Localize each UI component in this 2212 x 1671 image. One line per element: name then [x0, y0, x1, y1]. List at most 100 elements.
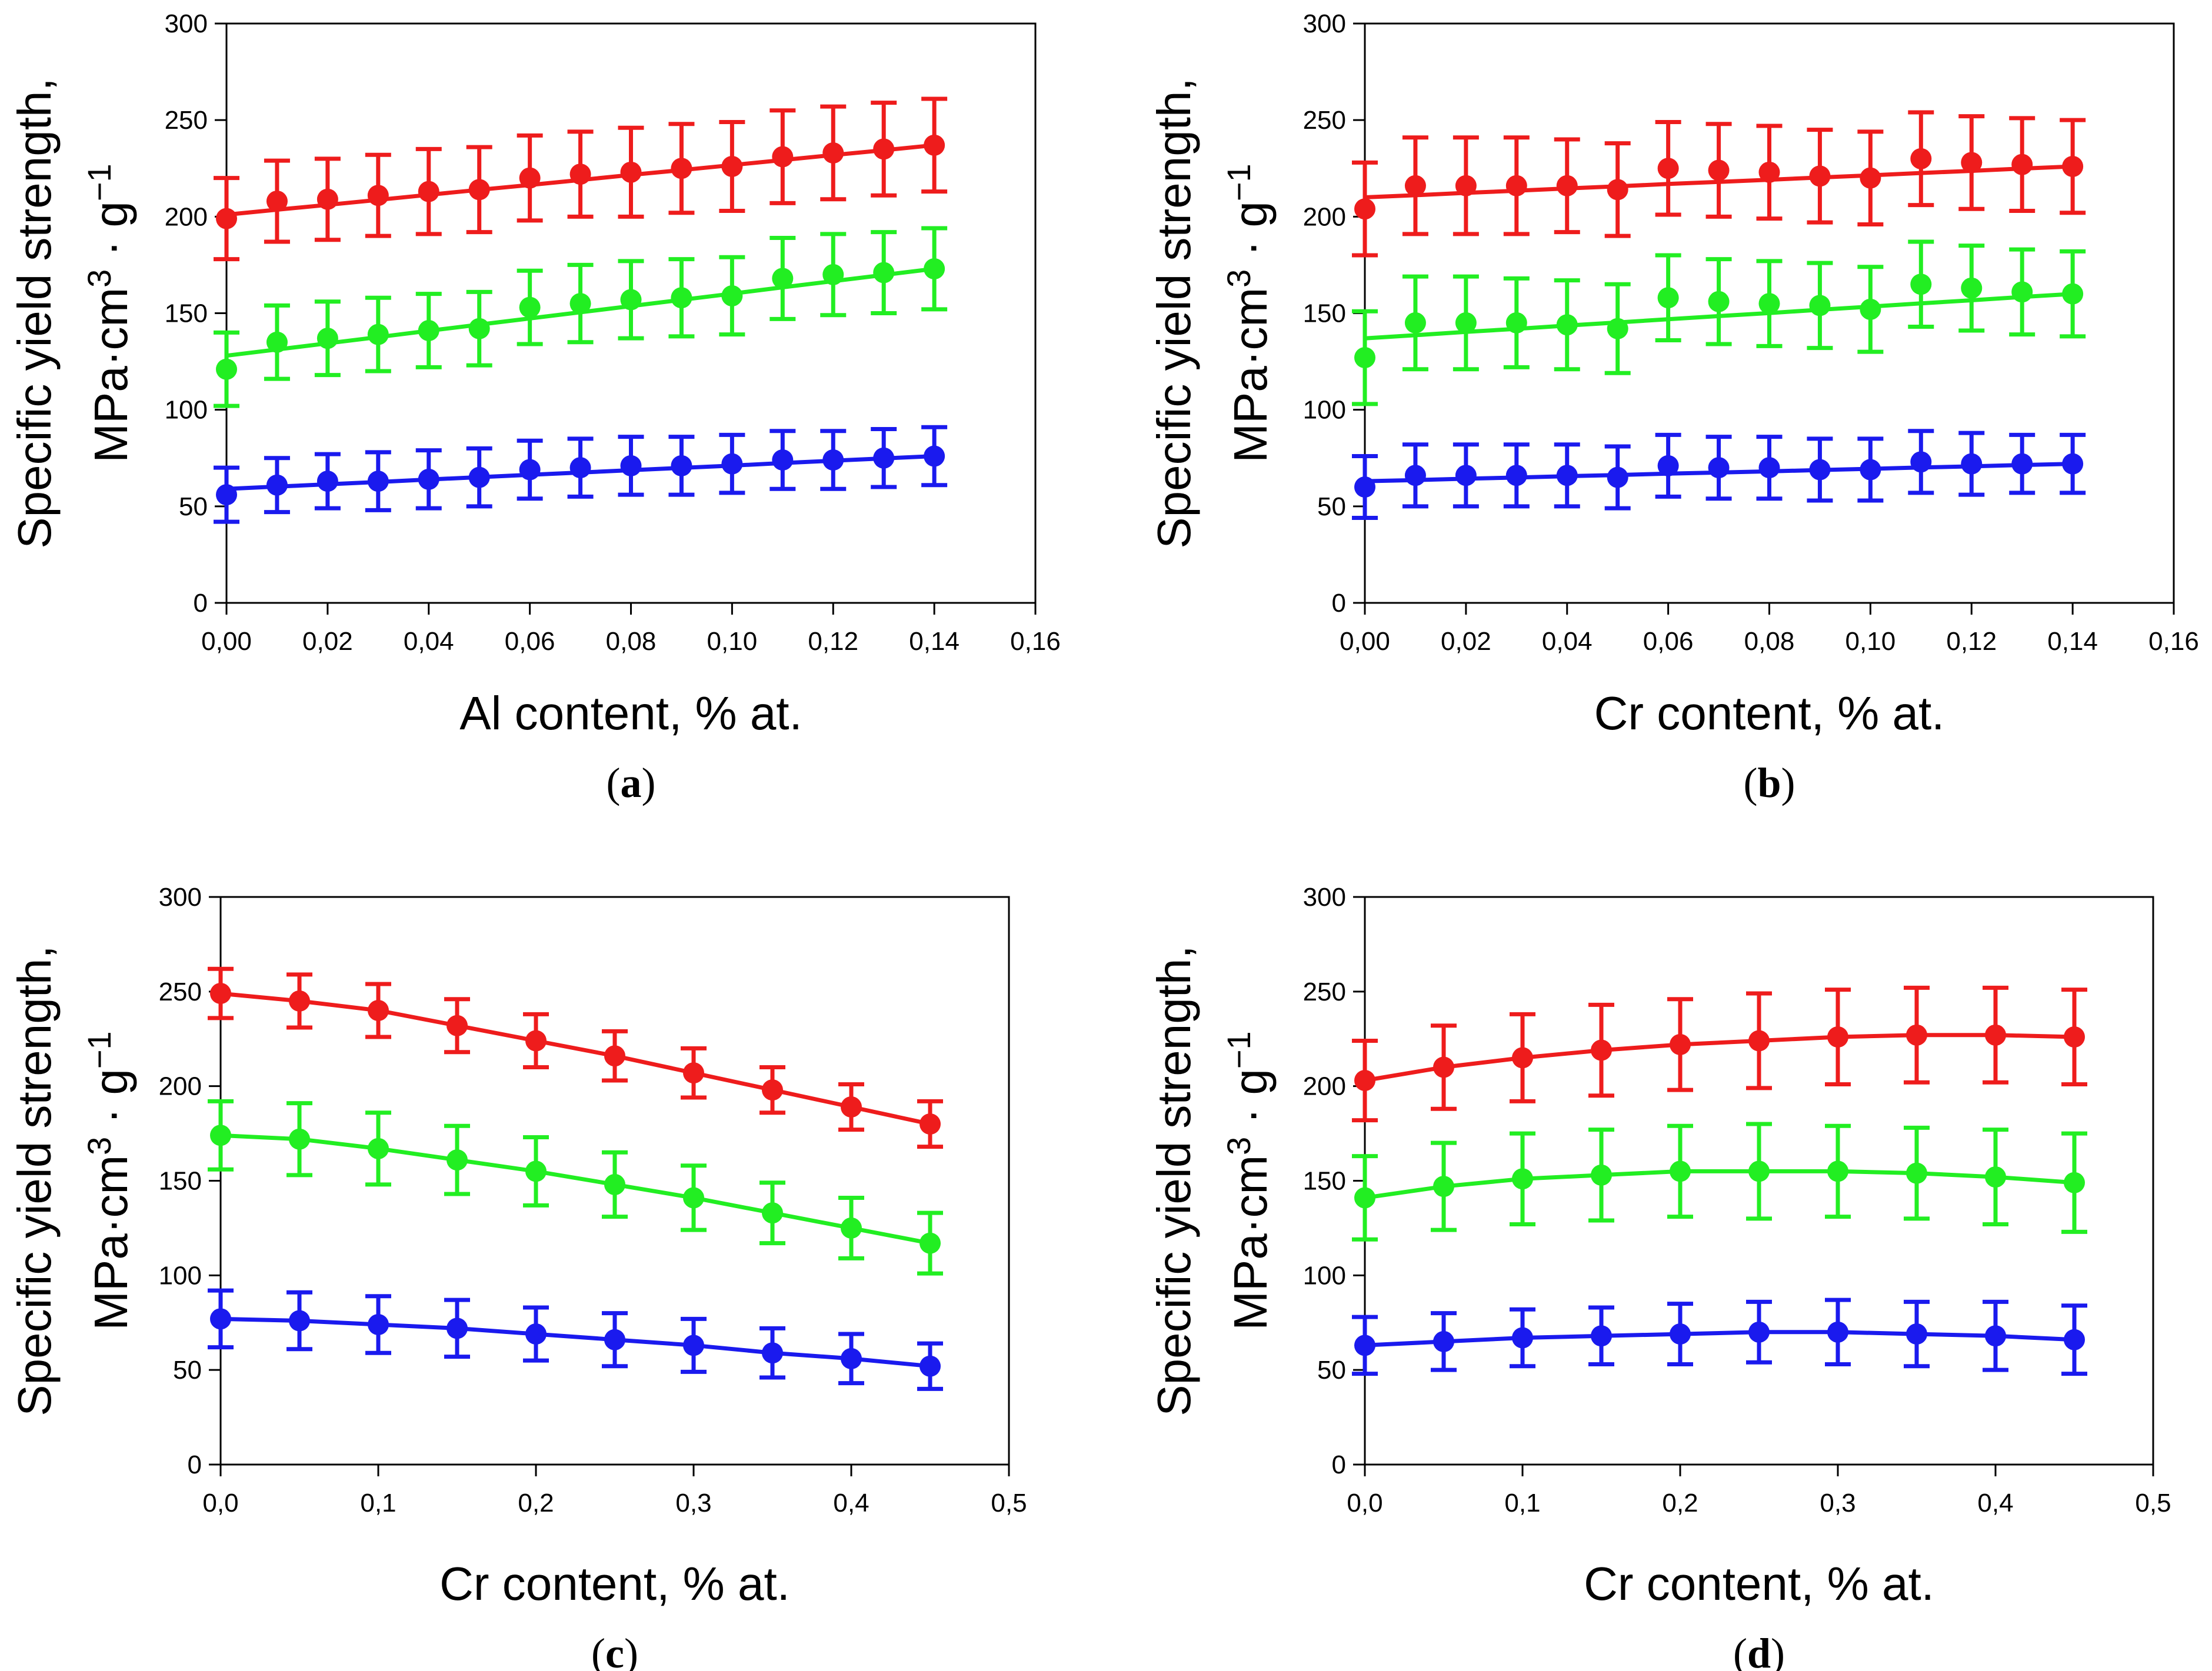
y-tick-label: 200 — [1303, 1072, 1346, 1101]
data-point-blue — [1670, 1323, 1691, 1345]
panel-a: 0 50 100 150 200 250 300 0,00 0,02 0,04 0,06 0,08 0,… — [8, 9, 1061, 806]
series-red — [208, 966, 943, 1149]
data-point-red — [841, 1096, 862, 1118]
x-tick-label: 0,04 — [1542, 627, 1593, 656]
data-point-blue — [1985, 1325, 2006, 1347]
y-tick-label: 0 — [194, 589, 208, 618]
data-point-green — [1860, 298, 1881, 320]
data-point-red — [1670, 1033, 1691, 1055]
data-point-red — [1512, 1047, 1533, 1069]
data-point-green — [1748, 1160, 1770, 1182]
x-tick-label: 0,16 — [2148, 627, 2199, 656]
data-point-red — [468, 179, 490, 201]
data-point-red — [210, 983, 231, 1005]
panel-c: 0 50 100 150 200 250 300 0,0 0,1 0,2 0,3 0,4 0,5 Cr c… — [8, 883, 1027, 1671]
data-point-red — [2011, 154, 2033, 175]
panel-caption-letter: a — [621, 759, 642, 806]
x-tick-label: 0,1 — [1504, 1489, 1540, 1517]
data-point-red — [822, 142, 844, 164]
data-point-green — [1512, 1168, 1533, 1190]
data-point-red — [873, 138, 895, 160]
data-point-red — [1910, 148, 1932, 169]
series-line-green — [220, 1133, 931, 1246]
data-point-red — [367, 185, 389, 206]
data-point-red — [2064, 1026, 2085, 1048]
data-point-red — [317, 188, 338, 210]
x-tick-label: 0,0 — [202, 1489, 238, 1517]
data-point-blue — [317, 471, 338, 492]
x-tick-label: 0,08 — [1744, 627, 1795, 656]
data-point-blue — [1809, 459, 1831, 481]
data-point-red — [1591, 1039, 1612, 1061]
data-point-blue — [1591, 1325, 1612, 1347]
data-point-blue — [924, 445, 945, 467]
data-point-blue — [1433, 1330, 1454, 1352]
data-point-green — [924, 258, 945, 279]
x-tick-label: 0,02 — [302, 627, 353, 656]
series-line-blue — [1364, 1330, 2075, 1348]
y-unit-sup-cm: 3 — [1220, 1137, 1257, 1155]
data-point-green — [604, 1173, 625, 1195]
data-point-blue — [1505, 465, 1527, 486]
data-point-green — [368, 1138, 389, 1159]
x-tick-label: 0,3 — [675, 1489, 711, 1517]
data-point-red — [604, 1045, 625, 1067]
panel-caption: (b) — [1743, 759, 1795, 806]
x-tick-label: 0,10 — [707, 627, 758, 656]
panel-caption: (a) — [607, 759, 656, 806]
data-point-red — [1860, 167, 1881, 189]
y-unit-sup-cm: 3 — [1220, 269, 1257, 288]
data-point-blue — [1860, 459, 1881, 481]
data-point-green — [1708, 291, 1730, 312]
data-point-blue — [569, 457, 591, 479]
x-tick-label: 0,08 — [606, 627, 657, 656]
x-tick-label: 0,12 — [808, 627, 858, 656]
data-point-green — [525, 1160, 547, 1182]
data-point-green — [210, 1125, 231, 1146]
data-point-green — [1354, 347, 1375, 369]
data-point-red — [772, 146, 794, 168]
y-tick-label: 300 — [159, 883, 202, 912]
data-point-blue — [1961, 453, 1983, 475]
x-tick-label: 0,4 — [1977, 1489, 2013, 1517]
series-blue — [1352, 429, 2086, 521]
data-point-green — [1433, 1176, 1454, 1198]
data-point-red — [1758, 161, 1780, 183]
y-unit-sup-g: −1 — [1220, 164, 1257, 201]
x-tick-label: 0,00 — [201, 627, 252, 656]
y-tick-label: 250 — [159, 978, 202, 1006]
x-tick-label: 0,2 — [518, 1489, 554, 1517]
data-point-red — [2062, 155, 2084, 177]
data-point-green — [772, 268, 794, 289]
data-point-red — [1809, 165, 1831, 187]
data-point-red — [289, 990, 310, 1012]
data-point-red — [447, 1015, 468, 1036]
panel-caption: (c) — [591, 1630, 638, 1671]
data-point-blue — [1748, 1321, 1770, 1343]
series-blue — [208, 1288, 943, 1391]
y-axis-label-line1: Specific yield strength, — [8, 945, 61, 1416]
x-tick-label: 0,00 — [1340, 627, 1390, 656]
panel-caption-letter: b — [1757, 759, 1781, 806]
y-unit-base: MPa·cm — [1224, 1155, 1277, 1330]
y-unit-mid: · g — [85, 201, 137, 269]
data-point-green — [2064, 1172, 2085, 1193]
data-point-red — [1906, 1024, 1927, 1046]
data-point-green — [841, 1217, 862, 1239]
data-point-green — [1961, 277, 1983, 299]
data-point-red — [1404, 175, 1426, 196]
data-point-red — [1961, 152, 1983, 174]
data-point-green — [1670, 1160, 1691, 1182]
y-tick-label: 0 — [1332, 589, 1346, 618]
data-point-red — [671, 158, 692, 179]
panel-caption-letter: c — [605, 1630, 624, 1671]
y-tick-label: 50 — [179, 492, 208, 521]
data-point-green — [1505, 312, 1527, 333]
y-tick-label: 50 — [1317, 492, 1346, 521]
data-point-blue — [1607, 466, 1628, 488]
panel-b: 0 50 100 150 200 250 300 0,00 0,02 0,04 0,06 0,08 0,… — [1148, 9, 2199, 806]
data-point-blue — [368, 1313, 389, 1335]
series-line-red — [1364, 1033, 2075, 1083]
data-point-blue — [1556, 465, 1578, 486]
